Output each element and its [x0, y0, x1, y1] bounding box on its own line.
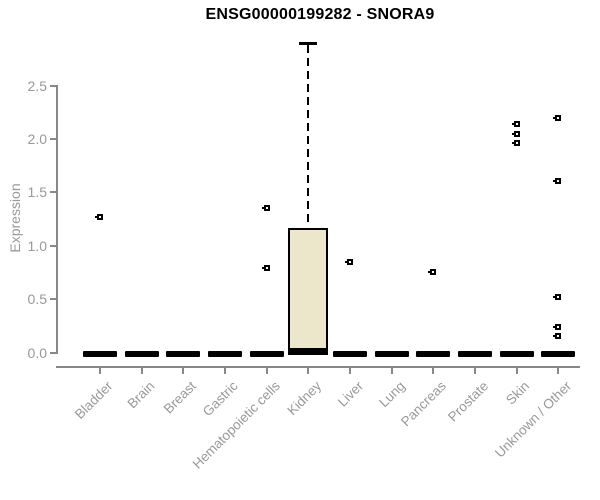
y-axis-tick — [50, 351, 56, 354]
y-axis-tick — [50, 244, 56, 247]
median-bar — [374, 350, 409, 357]
outlier-point — [553, 114, 562, 121]
x-axis-tick — [515, 368, 518, 374]
median-bar — [499, 350, 534, 357]
box — [288, 227, 329, 356]
outlier-point — [261, 205, 270, 212]
y-axis-tick-label: 1.0 — [27, 237, 47, 254]
x-axis-tick — [307, 368, 310, 374]
median-bar — [416, 350, 451, 357]
x-axis-category-label: Lung — [375, 378, 408, 411]
y-axis-line — [56, 84, 58, 354]
x-axis-tick — [182, 368, 185, 374]
whisker-cap — [299, 41, 318, 45]
x-axis-tick — [557, 368, 560, 374]
median-bar — [457, 350, 492, 357]
x-axis-tick — [348, 368, 351, 374]
y-axis-tick — [50, 191, 56, 194]
median-bar — [166, 350, 201, 357]
y-axis-tick — [50, 137, 56, 140]
median-bar — [83, 350, 117, 357]
outlier-point — [553, 177, 562, 184]
x-axis-category-label: Skin — [503, 378, 533, 408]
y-axis-tick-label: 2.0 — [27, 130, 47, 147]
x-axis-category-label: Prostate — [444, 378, 491, 425]
x-axis-tick — [432, 368, 435, 374]
median-bar — [332, 350, 367, 357]
y-axis-tick-label: 0.5 — [27, 291, 47, 308]
x-axis-category-label: Liver — [334, 378, 366, 410]
y-axis-tick — [50, 84, 56, 87]
outlier-point — [553, 323, 562, 330]
outlier-point — [511, 120, 520, 127]
whisker — [307, 44, 310, 226]
x-axis-category-label: Kidney — [284, 378, 325, 419]
x-axis-category-label: Unknown / Other — [491, 378, 575, 461]
median-bar — [124, 350, 159, 357]
x-axis-tick — [223, 368, 226, 374]
y-axis-tick-label: 2.5 — [27, 77, 47, 94]
outlier-point — [95, 213, 103, 220]
chart-title: ENSG00000199282 - SNORA9 — [205, 6, 435, 23]
outlier-point — [428, 269, 437, 276]
x-axis-tick — [473, 368, 476, 374]
outlier-point — [553, 333, 562, 340]
x-axis-category-label: Brain — [124, 378, 158, 412]
outlier-point — [511, 130, 520, 137]
x-axis-category-label: Gastric — [200, 378, 241, 420]
median-bar — [288, 348, 329, 355]
y-axis-tick-label: 0.0 — [27, 344, 47, 361]
x-axis-line — [56, 366, 580, 368]
outlier-point — [553, 293, 562, 300]
y-axis-tick-label: 1.5 — [27, 184, 47, 201]
outlier-point — [261, 265, 270, 272]
median-bar — [207, 350, 242, 357]
median-bar — [249, 350, 284, 357]
x-axis-tick — [99, 368, 101, 374]
x-axis-category-label: Breast — [161, 378, 200, 417]
x-axis-tick — [390, 368, 393, 374]
y-axis-tick — [50, 298, 56, 301]
x-axis-category-label: Bladder — [72, 378, 116, 422]
x-axis-tick — [140, 368, 143, 374]
x-axis-tick — [265, 368, 268, 374]
outlier-point — [344, 258, 353, 265]
outlier-point — [511, 140, 520, 147]
median-bar — [541, 350, 576, 357]
